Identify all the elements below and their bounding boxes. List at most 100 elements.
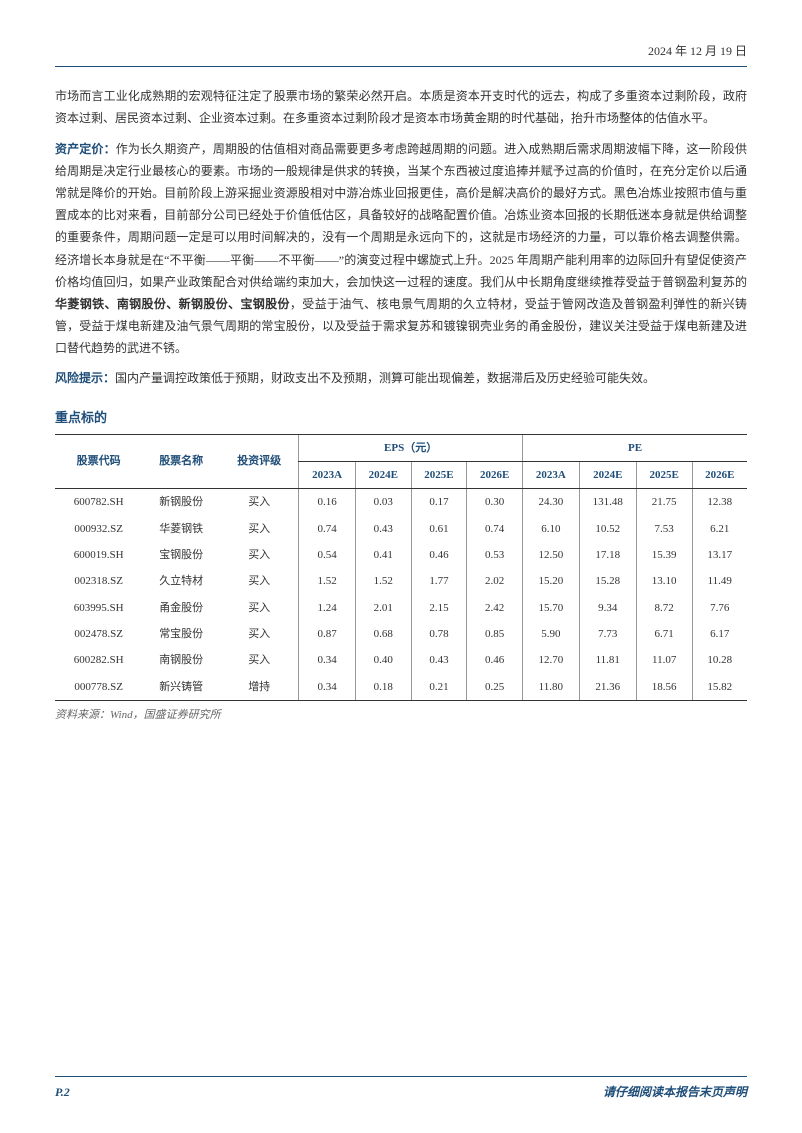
- table-cell: 12.70: [523, 647, 580, 673]
- table-cell: 11.07: [636, 647, 692, 673]
- table-cell: 0.34: [299, 674, 356, 701]
- label-risk: 风险提示：: [55, 371, 115, 385]
- table-cell: 18.56: [636, 674, 692, 701]
- table-cell: 15.20: [523, 568, 580, 594]
- table-cell: 002478.SZ: [55, 621, 142, 647]
- footer: P.2 请仔细阅读本报告末页声明: [55, 1076, 747, 1103]
- table-cell: 11.80: [523, 674, 580, 701]
- table-row: 002318.SZ久立特材买入1.521.521.772.0215.2015.2…: [55, 568, 747, 594]
- table-cell: 600282.SH: [55, 647, 142, 673]
- table-cell: 9.34: [579, 595, 636, 621]
- table-cell: 买入: [220, 595, 299, 621]
- table-cell: 0.43: [355, 516, 411, 542]
- table-cell: 000932.SZ: [55, 516, 142, 542]
- text-risk: 国内产量调控政策低于预期，财政支出不及预期，测算可能出现偏差，数据滞后及历史经验…: [115, 371, 655, 385]
- col-eps-2025e: 2025E: [411, 462, 467, 489]
- table-cell: 13.17: [692, 542, 747, 568]
- table-cell: 600782.SH: [55, 489, 142, 516]
- col-pe-2024e: 2024E: [579, 462, 636, 489]
- table-cell: 15.39: [636, 542, 692, 568]
- footer-disclaimer: 请仔细阅读本报告末页声明: [603, 1081, 747, 1103]
- table-cell: 13.10: [636, 568, 692, 594]
- table-row: 000932.SZ华菱钢铁买入0.740.430.610.746.1010.52…: [55, 516, 747, 542]
- table-cell: 6.21: [692, 516, 747, 542]
- table-source: 资料来源：Wind，国盛证券研究所: [55, 705, 747, 725]
- col-code: 股票代码: [55, 434, 142, 489]
- table-body: 600782.SH新钢股份买入0.160.030.170.3024.30131.…: [55, 489, 747, 701]
- table-cell: 买入: [220, 516, 299, 542]
- table-cell: 002318.SZ: [55, 568, 142, 594]
- table-cell: 0.41: [355, 542, 411, 568]
- text-asset-pricing-a: 作为长久期资产，周期股的估值相对商品需要更多考虑跨越周期的问题。进入成熟期后需求…: [55, 142, 747, 289]
- col-rating: 投资评级: [220, 434, 299, 489]
- table-cell: 7.53: [636, 516, 692, 542]
- table-cell: 宝钢股份: [142, 542, 220, 568]
- table-cell: 0.46: [467, 647, 523, 673]
- table-cell: 10.52: [579, 516, 636, 542]
- table-cell: 8.72: [636, 595, 692, 621]
- table-cell: 0.43: [411, 647, 467, 673]
- stock-table: 股票代码 股票名称 投资评级 EPS（元） PE 2023A 2024E 202…: [55, 434, 747, 701]
- table-cell: 15.82: [692, 674, 747, 701]
- table-cell: 5.90: [523, 621, 580, 647]
- table-cell: 0.03: [355, 489, 411, 516]
- col-eps-group: EPS（元）: [299, 434, 523, 461]
- table-cell: 0.54: [299, 542, 356, 568]
- table-cell: 南钢股份: [142, 647, 220, 673]
- table-cell: 24.30: [523, 489, 580, 516]
- table-cell: 0.17: [411, 489, 467, 516]
- table-cell: 131.48: [579, 489, 636, 516]
- col-name: 股票名称: [142, 434, 220, 489]
- table-cell: 11.49: [692, 568, 747, 594]
- table-cell: 15.28: [579, 568, 636, 594]
- table-cell: 常宝股份: [142, 621, 220, 647]
- table-cell: 0.25: [467, 674, 523, 701]
- table-cell: 1.52: [355, 568, 411, 594]
- table-cell: 新兴铸管: [142, 674, 220, 701]
- table-cell: 7.76: [692, 595, 747, 621]
- table-cell: 2.01: [355, 595, 411, 621]
- table-cell: 买入: [220, 647, 299, 673]
- table-cell: 华菱钢铁: [142, 516, 220, 542]
- paragraph-intro: 市场而言工业化成熟期的宏观特征注定了股票市场的繁荣必然开启。本质是资本开支时代的…: [55, 85, 747, 129]
- table-cell: 1.77: [411, 568, 467, 594]
- table-cell: 买入: [220, 568, 299, 594]
- table-cell: 10.28: [692, 647, 747, 673]
- table-cell: 6.17: [692, 621, 747, 647]
- header-date: 2024 年 12 月 19 日: [55, 40, 747, 67]
- table-cell: 0.46: [411, 542, 467, 568]
- table-cell: 久立特材: [142, 568, 220, 594]
- table-cell: 2.42: [467, 595, 523, 621]
- table-cell: 买入: [220, 542, 299, 568]
- table-cell: 0.18: [355, 674, 411, 701]
- col-eps-2024e: 2024E: [355, 462, 411, 489]
- table-cell: 000778.SZ: [55, 674, 142, 701]
- table-row: 000778.SZ新兴铸管增持0.340.180.210.2511.8021.3…: [55, 674, 747, 701]
- label-asset-pricing: 资产定价：: [55, 142, 116, 156]
- table-cell: 6.10: [523, 516, 580, 542]
- table-cell: 21.75: [636, 489, 692, 516]
- footer-page-number: P.2: [55, 1081, 70, 1103]
- table-cell: 0.30: [467, 489, 523, 516]
- col-eps-2026e: 2026E: [467, 462, 523, 489]
- table-title: 重点标的: [55, 406, 747, 430]
- table-row: 600782.SH新钢股份买入0.160.030.170.3024.30131.…: [55, 489, 747, 516]
- col-eps-2023a: 2023A: [299, 462, 356, 489]
- table-cell: 增持: [220, 674, 299, 701]
- table-cell: 1.24: [299, 595, 356, 621]
- table-cell: 0.74: [299, 516, 356, 542]
- col-pe-group: PE: [523, 434, 748, 461]
- table-cell: 买入: [220, 621, 299, 647]
- bold-stock-names: 华菱钢铁、南钢股份、新钢股份、宝钢股份: [55, 297, 290, 311]
- table-cell: 0.34: [299, 647, 356, 673]
- table-cell: 0.40: [355, 647, 411, 673]
- table-cell: 新钢股份: [142, 489, 220, 516]
- table-cell: 12.38: [692, 489, 747, 516]
- table-cell: 1.52: [299, 568, 356, 594]
- table-cell: 0.16: [299, 489, 356, 516]
- table-row: 600282.SH南钢股份买入0.340.400.430.4612.7011.8…: [55, 647, 747, 673]
- table-cell: 600019.SH: [55, 542, 142, 568]
- table-row: 002478.SZ常宝股份买入0.870.680.780.855.907.736…: [55, 621, 747, 647]
- table-cell: 2.15: [411, 595, 467, 621]
- table-cell: 0.85: [467, 621, 523, 647]
